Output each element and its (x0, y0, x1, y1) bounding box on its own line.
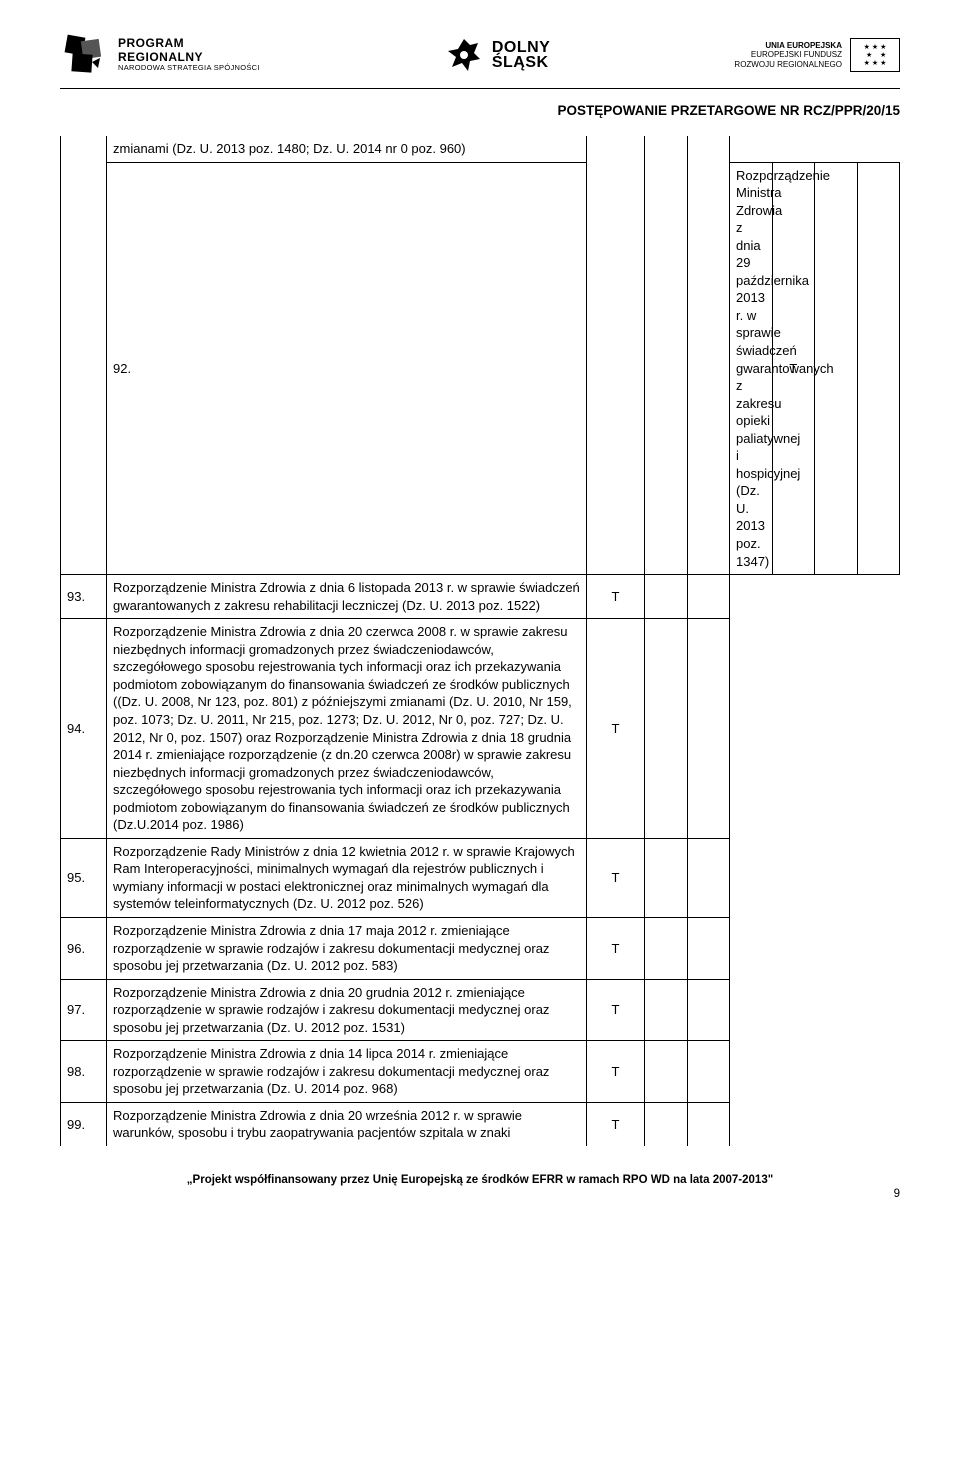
table-row: 99. Rozporządzenie Ministra Zdrowia z dn… (61, 1102, 900, 1146)
row-blank-1 (645, 838, 688, 917)
logo-right-line2: EUROPEJSKI FUNDUSZ (734, 50, 842, 59)
row-t: T (587, 917, 645, 979)
table-row: 92. Rozporządzenie Ministra Zdrowia z dn… (61, 162, 900, 575)
row-t: T (587, 1041, 645, 1103)
row-blank-1 (645, 575, 688, 619)
table-row: 94. Rozporządzenie Ministra Zdrowia z dn… (61, 619, 900, 839)
logo-right-line1: UNIA EUROPEJSKA (734, 41, 842, 50)
row-blank-1 (645, 1041, 688, 1103)
row-description: Rozporządzenie Ministra Zdrowia z dnia 2… (730, 162, 773, 575)
row-blank-2 (687, 979, 730, 1041)
row-number: 98. (61, 1041, 107, 1103)
logo-eu: UNIA EUROPEJSKA EUROPEJSKI FUNDUSZ ROZWO… (734, 38, 900, 72)
page-number: 9 (60, 1188, 900, 1200)
logo-left-line3: NARODOWA STRATEGIA SPÓJNOŚCI (118, 64, 260, 73)
row-description: Rozporządzenie Ministra Zdrowia z dnia 2… (107, 979, 587, 1041)
logo-center-text: DOLNY ŚLĄSK (492, 40, 551, 70)
row-description: Rozporządzenie Ministra Zdrowia z dnia 6… (107, 575, 587, 619)
row-description: Rozporządzenie Ministra Zdrowia z dnia 2… (107, 619, 587, 839)
program-regionalny-icon (60, 30, 110, 80)
row-description: Rozporządzenie Ministra Zdrowia z dnia 1… (107, 917, 587, 979)
logo-center-line2: ŚLĄSK (492, 55, 551, 70)
table-row: 97. Rozporządzenie Ministra Zdrowia z dn… (61, 979, 900, 1041)
row-description: Rozporządzenie Ministra Zdrowia z dnia 1… (107, 1041, 587, 1103)
logo-center-line1: DOLNY (492, 40, 551, 55)
table-row: 93. Rozporządzenie Ministra Zdrowia z dn… (61, 575, 900, 619)
row-blank-2 (687, 619, 730, 839)
logo-left-text: PROGRAM REGIONALNY NARODOWA STRATEGIA SP… (118, 37, 260, 73)
row-number: 93. (61, 575, 107, 619)
logo-right-text: UNIA EUROPEJSKA EUROPEJSKI FUNDUSZ ROZWO… (734, 41, 842, 69)
row-blank-1 (645, 1102, 688, 1146)
prelude-row: zmianami (Dz. U. 2013 poz. 1480; Dz. U. … (61, 136, 900, 162)
row-t: T (587, 979, 645, 1041)
table-row: 95. Rozporządzenie Rady Ministrów z dnia… (61, 838, 900, 917)
row-number: 97. (61, 979, 107, 1041)
logo-dolny-slask: DOLNY ŚLĄSK (444, 35, 551, 75)
footer-text: „Projekt współfinansowany przez Unię Eur… (60, 1174, 900, 1186)
row-description: Rozporządzenie Rady Ministrów z dnia 12 … (107, 838, 587, 917)
eu-flag-icon: ★ ★ ★★ ★★ ★ ★ (850, 38, 900, 72)
prelude-text: zmianami (Dz. U. 2013 poz. 1480; Dz. U. … (107, 136, 587, 162)
logo-left-line1: PROGRAM (118, 37, 260, 51)
row-number: 99. (61, 1102, 107, 1146)
row-t: T (587, 575, 645, 619)
requirements-table: zmianami (Dz. U. 2013 poz. 1480; Dz. U. … (60, 136, 900, 1146)
row-t: T (587, 838, 645, 917)
row-number: 92. (107, 162, 587, 575)
row-number: 96. (61, 917, 107, 979)
footer: „Projekt współfinansowany przez Unię Eur… (60, 1174, 900, 1200)
row-blank-2 (687, 1102, 730, 1146)
row-blank-1 (645, 979, 688, 1041)
header-logos: PROGRAM REGIONALNY NARODOWA STRATEGIA SP… (60, 30, 900, 80)
document-title: POSTĘPOWANIE PRZETARGOWE NR RCZ/PPR/20/1… (60, 103, 900, 118)
row-description: Rozporządzenie Ministra Zdrowia z dnia 2… (107, 1102, 587, 1146)
row-t: T (587, 1102, 645, 1146)
table-row: 96. Rozporządzenie Ministra Zdrowia z dn… (61, 917, 900, 979)
row-t: T (587, 619, 645, 839)
logo-left-line2: REGIONALNY (118, 51, 260, 65)
row-blank-2 (687, 917, 730, 979)
row-blank-2 (687, 575, 730, 619)
logo-right-line3: ROZWOJU REGIONALNEGO (734, 60, 842, 69)
row-number: 95. (61, 838, 107, 917)
header-divider (60, 88, 900, 89)
row-blank-2 (687, 838, 730, 917)
row-blank-2 (687, 1041, 730, 1103)
row-number: 94. (61, 619, 107, 839)
row-blank-1 (645, 917, 688, 979)
row-blank-1 (645, 619, 688, 839)
dolny-slask-icon (444, 35, 484, 75)
table-row: 98. Rozporządzenie Ministra Zdrowia z dn… (61, 1041, 900, 1103)
logo-program-regionalny: PROGRAM REGIONALNY NARODOWA STRATEGIA SP… (60, 30, 260, 80)
row-blank-2 (857, 162, 900, 575)
